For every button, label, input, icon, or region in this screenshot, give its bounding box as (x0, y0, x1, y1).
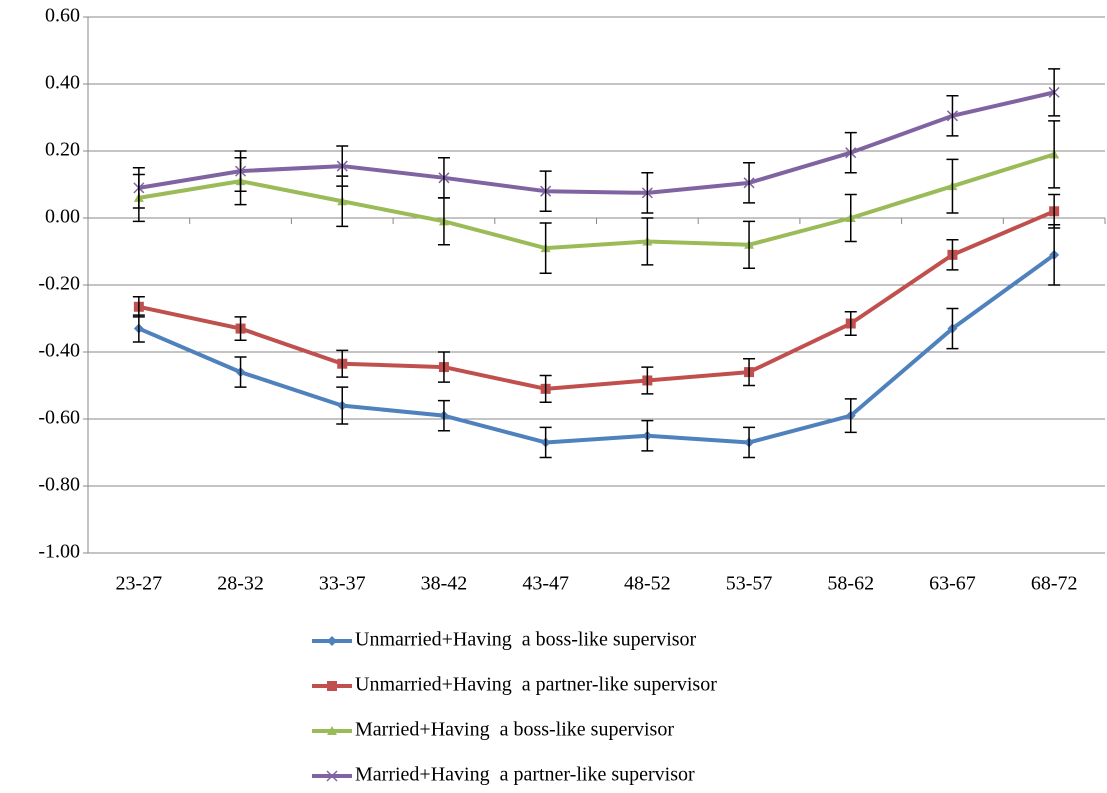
error-bar (437, 399, 450, 432)
error-bar (336, 145, 349, 187)
y-tick-label: -0.20 (38, 273, 80, 295)
y-tick-label: -0.60 (38, 407, 80, 429)
legend-label: Married+Having a partner-like supervisor (355, 764, 695, 786)
x-tick-label: 48-52 (624, 573, 671, 595)
error-bar (234, 316, 247, 342)
marker (327, 636, 337, 646)
error-bar (539, 374, 552, 403)
y-tick-label: 0.00 (45, 206, 80, 228)
error-bar (946, 158, 959, 214)
error-bar (743, 161, 756, 204)
error-bar (743, 357, 756, 387)
x-tick-label: 43-47 (522, 573, 569, 595)
error-bar (844, 193, 857, 243)
error-bar (946, 239, 959, 271)
error-bar (1048, 120, 1061, 189)
error-bar (1048, 193, 1061, 229)
error-bar (844, 398, 857, 434)
series-line (138, 253, 1056, 445)
error-bar (844, 311, 857, 336)
y-tick-label: 0.20 (45, 139, 80, 161)
error-bar (946, 94, 959, 137)
x-tick-label: 23-27 (116, 573, 163, 595)
y-tick-label: -0.80 (38, 474, 80, 496)
error-bar (539, 426, 552, 459)
x-tick-label: 63-67 (929, 573, 976, 595)
series-line (138, 209, 1055, 391)
x-tick-label: 33-37 (319, 573, 366, 595)
error-bar (641, 172, 654, 214)
error-bar (641, 217, 654, 266)
y-tick-label: 0.40 (45, 72, 80, 94)
error-bar (641, 419, 654, 452)
error-bar (336, 349, 349, 378)
error-bar (743, 220, 756, 269)
marker (326, 770, 338, 782)
error-bar (132, 295, 145, 318)
x-tick-label: 68-72 (1031, 573, 1078, 595)
series-line (138, 152, 1055, 251)
error-bar (132, 167, 145, 209)
x-tick-label: 53-57 (726, 573, 773, 595)
error-bar (437, 156, 450, 199)
y-tick-label: 0.60 (45, 5, 80, 27)
error-bar (1048, 68, 1061, 117)
error-bar (844, 131, 857, 174)
error-bar (946, 307, 959, 350)
error-bar (539, 170, 552, 213)
series-line (138, 90, 1055, 195)
error-bar (234, 150, 247, 192)
error-bar (234, 356, 247, 388)
marker (327, 681, 337, 691)
y-tick-label: -1.00 (38, 541, 80, 563)
y-tick-label: -0.40 (38, 340, 80, 362)
legend-label: Unmarried+Having a partner-like supervis… (355, 674, 717, 696)
legend-label: Married+Having a boss-like supervisor (355, 719, 674, 741)
error-bar (641, 366, 654, 395)
error-bar (539, 222, 552, 275)
error-bar (336, 386, 349, 425)
error-bar (743, 426, 756, 459)
x-tick-label: 38-42 (421, 573, 468, 595)
error-bar (437, 351, 450, 383)
x-tick-label: 58-62 (827, 573, 874, 595)
x-tick-label: 28-32 (217, 573, 264, 595)
legend-label: Unmarried+Having a boss-like supervisor (355, 629, 697, 651)
marker (327, 726, 337, 735)
